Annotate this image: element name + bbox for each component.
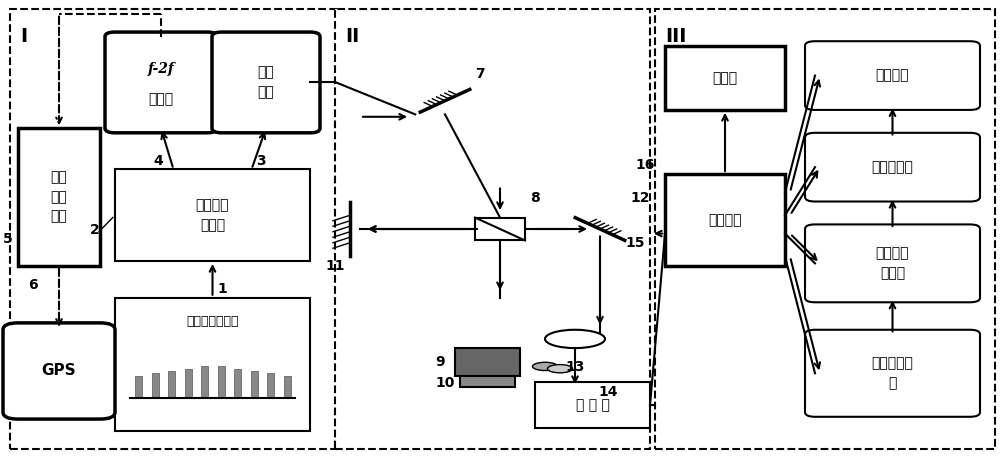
Text: 形貌表征: 形貌表征 [876,69,909,82]
FancyBboxPatch shape [665,46,785,110]
Bar [475,218,525,240]
Ellipse shape [532,362,558,371]
Bar [185,369,192,398]
Text: 16: 16 [635,158,654,173]
Text: III: III [665,27,686,46]
Text: 飞秒光纤激光器: 飞秒光纤激光器 [186,315,239,328]
Text: 12: 12 [630,191,650,205]
FancyBboxPatch shape [212,32,320,133]
Bar [234,369,241,398]
Text: 1: 1 [218,282,227,296]
FancyBboxPatch shape [18,128,100,266]
Text: 13: 13 [565,360,584,374]
Ellipse shape [548,365,572,373]
Bar [168,371,175,398]
Text: 光程差计算: 光程差计算 [872,160,913,174]
Text: II: II [345,27,359,46]
Bar [152,373,159,398]
Text: 6: 6 [28,278,38,292]
FancyBboxPatch shape [665,174,785,266]
FancyBboxPatch shape [3,323,115,419]
Bar [201,366,208,398]
Text: 掺饵光纤
放大器: 掺饵光纤 放大器 [196,198,229,232]
Bar [460,376,515,387]
Text: 5: 5 [3,232,13,246]
Text: 3: 3 [256,154,266,168]
Text: 2: 2 [90,223,100,237]
Text: 11: 11 [325,259,344,273]
Text: 14: 14 [598,385,618,399]
Bar [218,366,225,398]
Text: f-2f: f-2f [148,62,174,76]
Text: 干涉信号获
得: 干涉信号获 得 [872,356,913,390]
Text: I: I [20,27,27,46]
Bar [267,373,274,398]
FancyBboxPatch shape [805,330,980,417]
Ellipse shape [545,330,605,348]
Text: 4: 4 [154,154,163,168]
Text: 15: 15 [625,236,644,251]
Bar [655,9,995,449]
Text: 7: 7 [475,67,485,81]
Text: 光 谱 仪: 光 谱 仪 [576,398,609,412]
Text: 电路
锁定
单元: 电路 锁定 单元 [51,170,67,224]
Text: 傅里叶变
换分析: 傅里叶变 换分析 [876,246,909,280]
Text: 显示屏: 显示屏 [712,71,738,85]
Bar [455,348,520,376]
FancyBboxPatch shape [115,298,310,431]
Text: 干涉仪: 干涉仪 [148,92,174,106]
Bar [251,371,258,398]
Text: 9: 9 [435,355,445,370]
Bar [10,9,340,449]
Bar [335,9,650,449]
Text: 10: 10 [435,376,454,390]
Text: 信号处理: 信号处理 [708,213,742,227]
FancyBboxPatch shape [105,32,217,133]
Bar [135,376,142,398]
FancyBboxPatch shape [115,169,310,261]
FancyBboxPatch shape [535,382,650,428]
FancyBboxPatch shape [805,133,980,202]
Text: GPS: GPS [42,364,76,378]
Text: 8: 8 [530,191,540,205]
FancyBboxPatch shape [805,41,980,110]
Text: 倍频
模块: 倍频 模块 [258,65,274,99]
Bar [284,376,291,398]
FancyBboxPatch shape [805,224,980,302]
